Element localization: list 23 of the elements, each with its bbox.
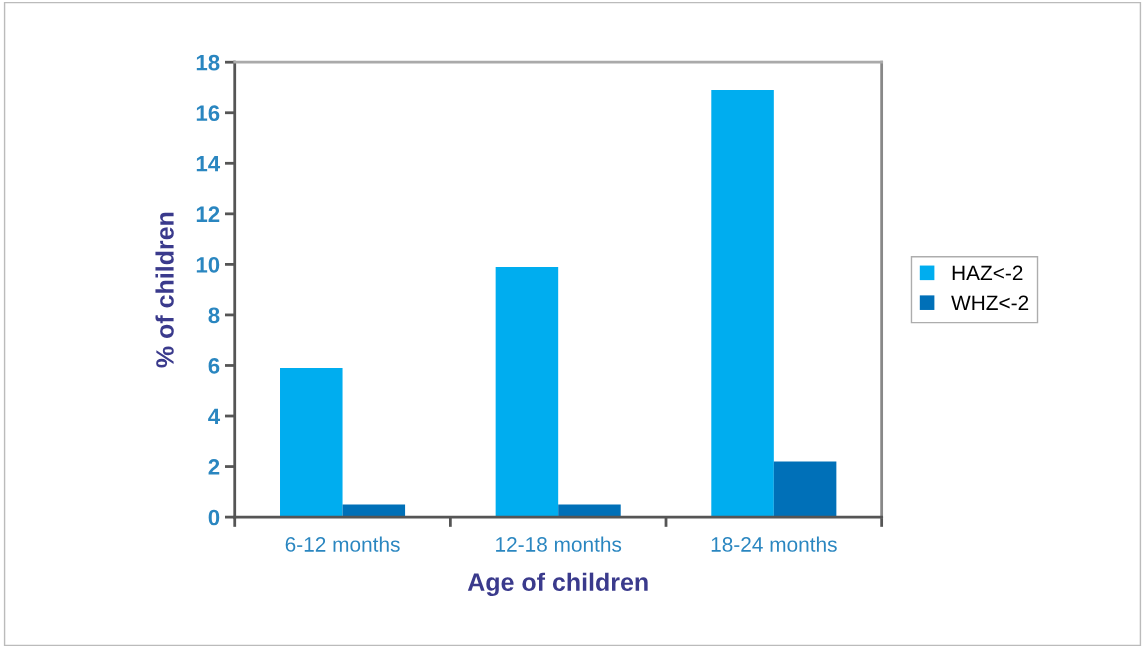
bar <box>495 266 559 518</box>
y-tick-label: 18 <box>196 54 220 71</box>
y-tick-label: 12 <box>196 206 220 222</box>
bar <box>280 368 343 518</box>
x-tick-label: 12-18 months <box>496 536 622 552</box>
y-tick-label: 14 <box>196 156 221 172</box>
legend-label: HAZ<-2 <box>952 265 1023 281</box>
x-axis-title: Age of children <box>467 572 648 597</box>
legend-label: WHZ<-2 <box>951 295 1029 310</box>
bar <box>711 90 774 518</box>
y-tick-label: 6 <box>208 358 220 374</box>
x-tick-label: 18-24 months <box>711 536 837 552</box>
x-tick-label: 6-12 months <box>285 536 400 552</box>
y-tick-label: 8 <box>208 307 220 324</box>
bar <box>558 504 621 518</box>
y-tick-label: 10 <box>196 256 220 273</box>
bar <box>773 461 837 518</box>
y-tick-label: 4 <box>208 408 221 425</box>
y-axis-title: % of children <box>155 212 174 368</box>
y-tick-label: 16 <box>196 105 220 122</box>
y-tick-label: 2 <box>208 459 220 475</box>
y-tick-label: 0 <box>208 509 220 526</box>
bar <box>342 504 406 518</box>
